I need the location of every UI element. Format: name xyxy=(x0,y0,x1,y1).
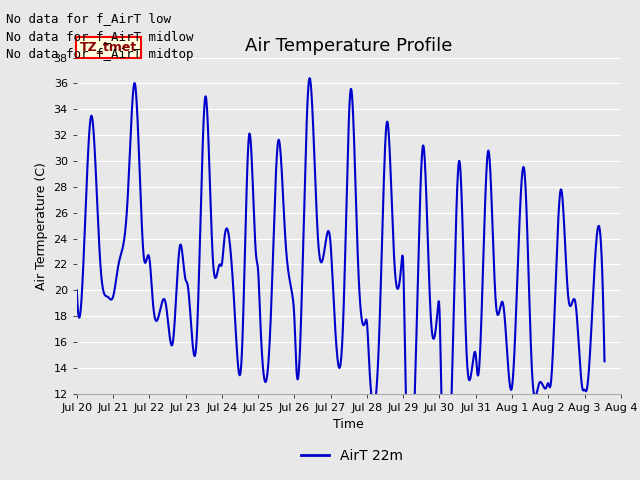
Text: No data for f_AirT low: No data for f_AirT low xyxy=(6,12,172,25)
Y-axis label: Air Termperature (C): Air Termperature (C) xyxy=(35,162,48,289)
X-axis label: Time: Time xyxy=(333,418,364,431)
Title: Air Temperature Profile: Air Temperature Profile xyxy=(245,36,452,55)
Text: No data for f_AirT midtop: No data for f_AirT midtop xyxy=(6,48,194,61)
Text: TZ_tmet: TZ_tmet xyxy=(79,41,137,54)
Legend: AirT 22m: AirT 22m xyxy=(296,443,408,468)
Text: No data for f_AirT midlow: No data for f_AirT midlow xyxy=(6,30,194,43)
